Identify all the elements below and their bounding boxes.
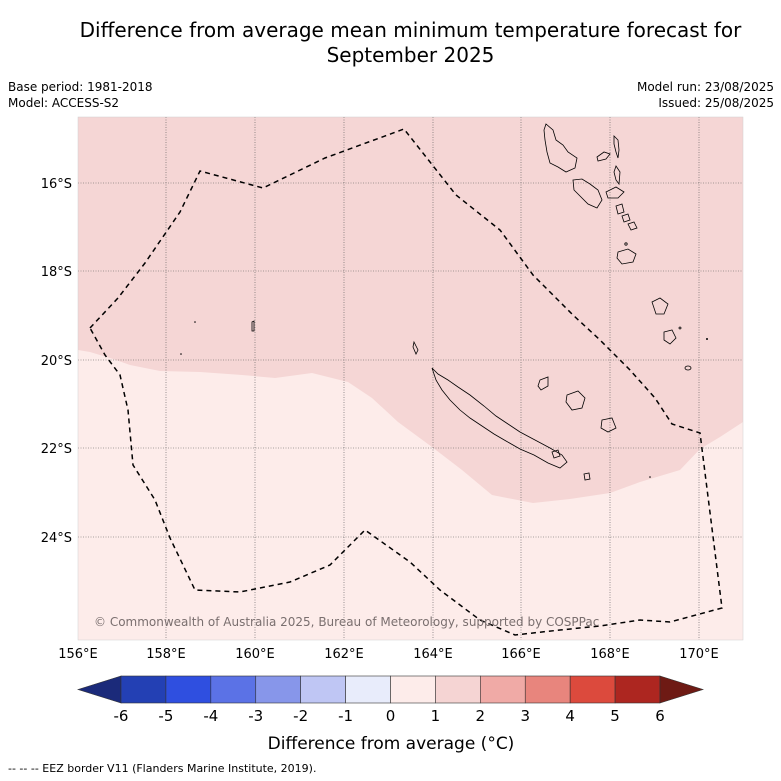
colorbar-tick-label: 0 <box>386 707 396 725</box>
ouvea-island <box>537 376 549 391</box>
lon-label: 164°E <box>413 647 453 662</box>
latitude-labels: 16°S 18°S 20°S 22°S 24°S <box>41 177 72 546</box>
lon-label: 170°E <box>679 647 719 662</box>
vanuatu-tanna <box>651 297 669 315</box>
colorbar-extend-low <box>76 675 122 704</box>
colorbar-tick-label: 1 <box>431 707 441 725</box>
vanuatu-espiritu-santo <box>543 123 578 173</box>
model-name: Model: ACCESS-S2 <box>8 96 120 110</box>
vanuatu-ambae <box>596 151 611 162</box>
title-line-2: September 2025 <box>326 43 495 67</box>
colorbar-tick-label: -1 <box>338 707 353 725</box>
vanuatu-dot-2 <box>678 326 682 330</box>
reef-dot-2 <box>180 353 182 355</box>
vanuatu-maewo <box>613 135 620 159</box>
lat-label: 24°S <box>41 531 72 546</box>
title-line-1: Difference from average mean minimum tem… <box>79 18 742 42</box>
lon-label: 168°E <box>590 647 630 662</box>
vanuatu-efate <box>627 221 638 231</box>
colorbar-segment <box>255 675 301 704</box>
colorbar-label-text: Difference from average ( <box>268 734 488 754</box>
lon-label: 166°E <box>501 647 541 662</box>
colorbar-extend-high <box>659 675 705 704</box>
matthew-island <box>684 365 692 371</box>
walpole-island <box>583 472 591 481</box>
chesterfield-reef <box>251 320 255 332</box>
colorbar-tick-label: -3 <box>248 707 263 725</box>
colorbar-segment <box>569 675 616 704</box>
colorbar-tick-label: -5 <box>158 707 173 725</box>
longitude-labels: 156°E 158°E 160°E 162°E 164°E 166°E 168°… <box>58 647 719 662</box>
colorbar-label: Difference from average (°C) <box>268 734 515 754</box>
lon-label: 160°E <box>235 647 275 662</box>
vanuatu-shepherd <box>621 213 631 223</box>
map-panel: © Commonwealth of Australia 2025, Bureau… <box>78 117 743 640</box>
colorbar-segment <box>120 675 167 704</box>
colorbar-segment <box>390 675 436 704</box>
colorbar-tick-label: 2 <box>476 707 486 725</box>
map-title: Difference from average mean minimum tem… <box>40 18 781 68</box>
colorbar-tick-label: 4 <box>565 707 575 725</box>
new-caledonia-island <box>431 367 568 469</box>
colorbar-tick-label: 3 <box>520 707 530 725</box>
colorbar-segment <box>165 675 212 704</box>
mare-island <box>600 417 617 433</box>
base-period: Base period: 1981-2018 <box>8 80 153 94</box>
lon-label: 162°E <box>324 647 364 662</box>
colorbar-segment <box>614 675 661 704</box>
issued-date: Issued: 25/08/2025 <box>658 96 774 110</box>
colorbar-tick-label: -6 <box>114 707 129 725</box>
colorbar-segment <box>480 675 526 704</box>
colorbar-tick-label: -2 <box>293 707 308 725</box>
colorbar-tick-label: -4 <box>203 707 218 725</box>
isle-of-pines <box>551 449 561 459</box>
vanuatu-dot-3 <box>706 338 708 340</box>
lat-label: 16°S <box>41 177 72 192</box>
map-frame <box>77 116 744 641</box>
belep-islands <box>412 340 419 355</box>
anomaly-zone-1-2 <box>78 117 743 503</box>
colorbar-segment <box>524 675 571 704</box>
vanuatu-dot-1 <box>624 242 628 246</box>
vanuatu-erromango <box>616 248 637 265</box>
colorbar: -6 -5 -4 -3 -2 -1 0 1 2 3 4 5 6 <box>76 675 705 725</box>
colorbar-label-unit: °C) <box>487 734 514 754</box>
colorbar-segment <box>210 675 257 704</box>
lat-label: 20°S <box>41 354 72 369</box>
lat-label: 18°S <box>41 265 72 280</box>
vanuatu-aneityum <box>663 329 677 345</box>
colorbar-segment <box>345 675 391 704</box>
vanuatu-ambrym <box>605 186 625 199</box>
meta-right: Model run: 23/08/2025 Issued: 25/08/2025 <box>637 79 774 111</box>
vanuatu-pentecost <box>613 165 621 186</box>
copyright-text: © Commonwealth of Australia 2025, Bureau… <box>94 615 599 629</box>
colorbar-tick-label: 6 <box>655 707 665 725</box>
reef-dot-1 <box>194 321 196 323</box>
meta-left: Base period: 1981-2018 Model: ACCESS-S2 <box>8 79 153 111</box>
gridlines <box>78 117 743 640</box>
colorbar-tick-label: 5 <box>610 707 620 725</box>
lon-label: 158°E <box>146 647 186 662</box>
lat-label: 22°S <box>41 442 72 457</box>
lon-label: 156°E <box>58 647 98 662</box>
vanuatu-epi <box>615 203 625 215</box>
reef-dot-3 <box>649 476 651 478</box>
eez-border <box>89 128 723 636</box>
lifou-island <box>565 390 586 411</box>
colorbar-segment <box>435 675 481 704</box>
vanuatu-malekula <box>572 178 603 209</box>
model-run: Model run: 23/08/2025 <box>636 80 774 94</box>
colorbar-segment <box>300 675 346 704</box>
eez-footnote: -- -- -- EEZ border V11 (Flanders Marine… <box>8 762 317 775</box>
